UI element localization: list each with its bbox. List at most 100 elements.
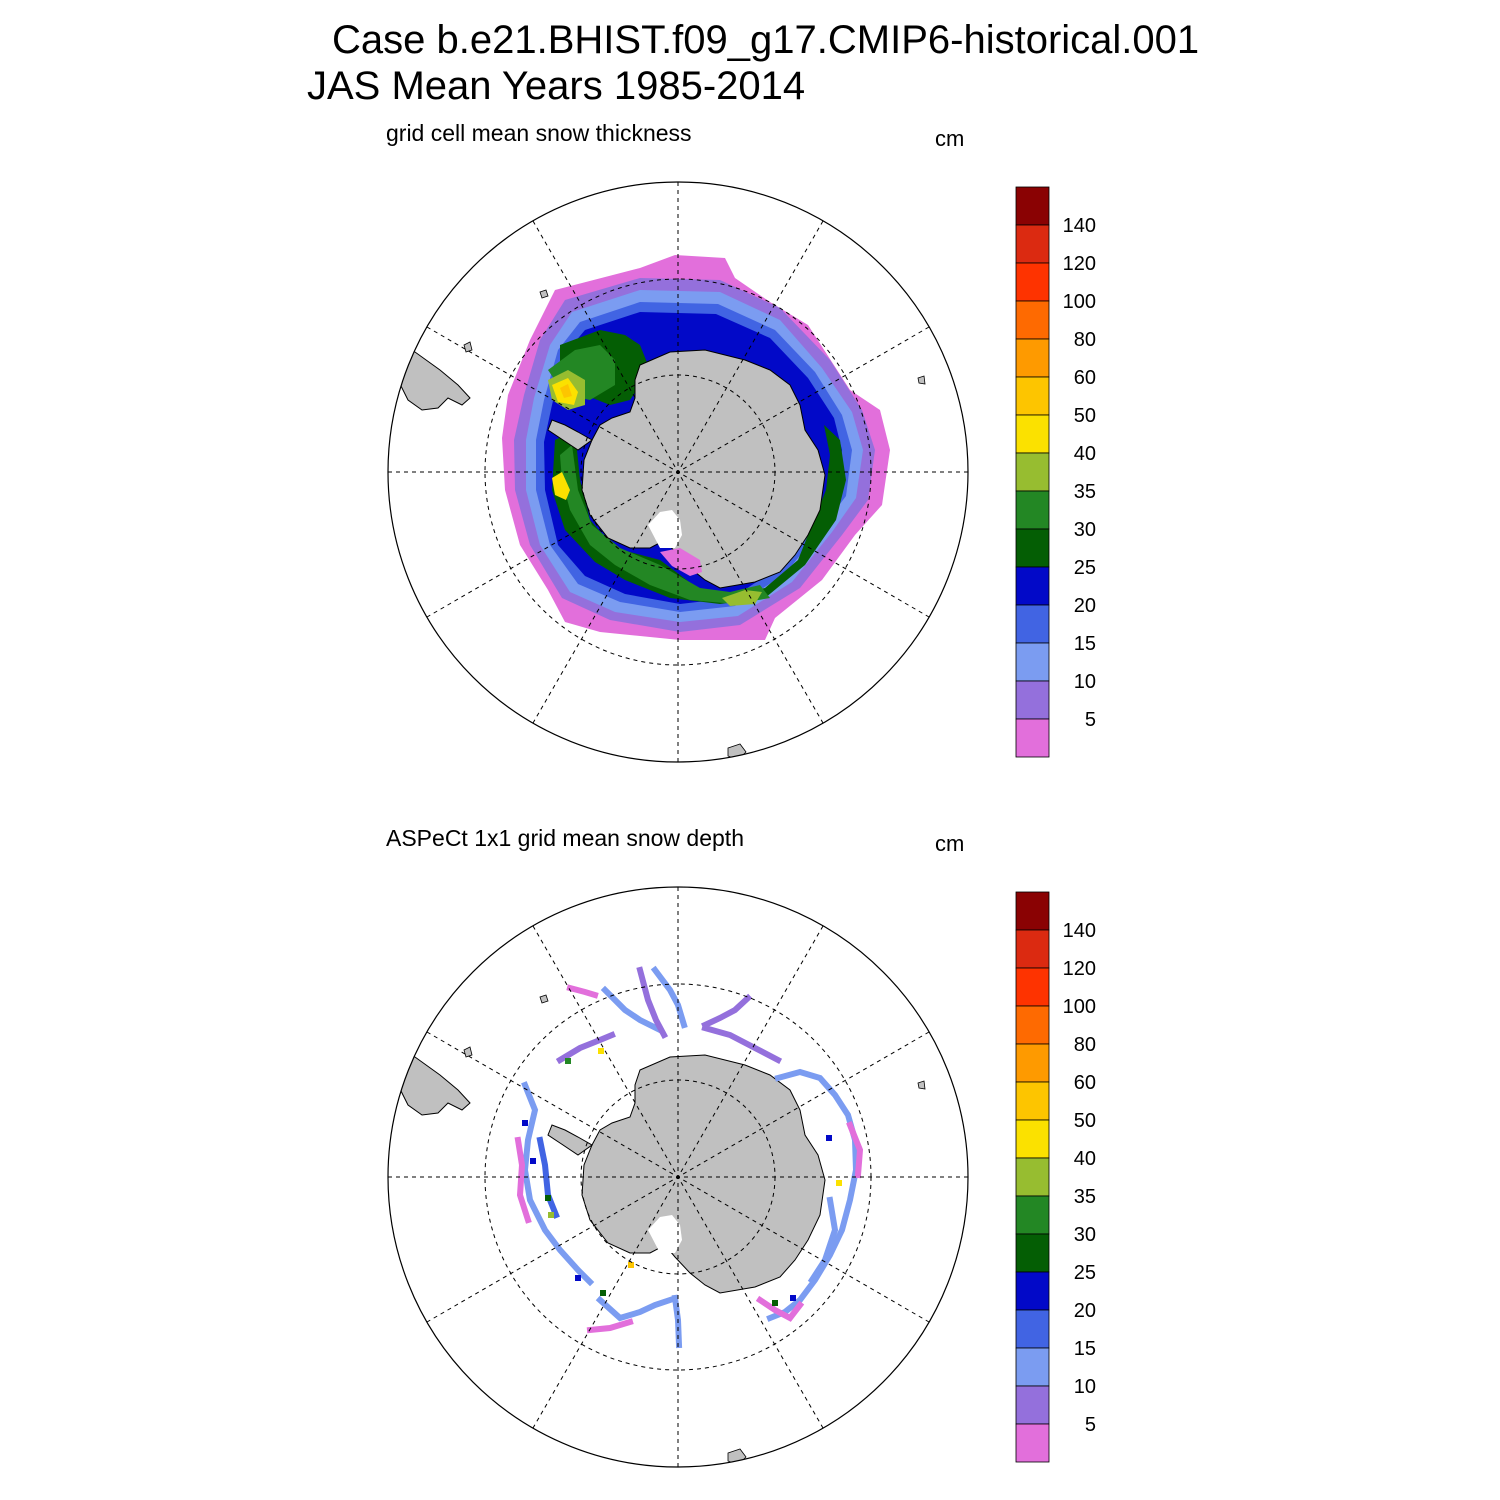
obs-marker bbox=[545, 1195, 551, 1201]
colorbar-segment bbox=[1015, 967, 1050, 1007]
colorbar-tick-label: 15 bbox=[1074, 633, 1096, 655]
colorbar-tick-label: 35 bbox=[1074, 481, 1096, 503]
colorbar-segment bbox=[1015, 300, 1050, 340]
obs-marker bbox=[598, 1048, 604, 1054]
ship-track-1 bbox=[521, 1081, 595, 1287]
colorbar-tick-label: 60 bbox=[1074, 1072, 1096, 1094]
colorbar-tick-label: 100 bbox=[1063, 291, 1096, 313]
high-snow-markers bbox=[522, 1048, 842, 1306]
ship-track-7 bbox=[650, 965, 688, 1029]
colorbar-segment bbox=[1015, 376, 1050, 416]
map-panel-2 bbox=[388, 965, 926, 1466]
obs-marker bbox=[548, 1212, 554, 1218]
ship-track-15 bbox=[586, 1318, 634, 1334]
snow-band-40b bbox=[722, 590, 762, 606]
obs-marker bbox=[826, 1135, 832, 1141]
colorbar-segment bbox=[1015, 929, 1050, 969]
colorbar-segment bbox=[1015, 604, 1050, 644]
ross-ice-shelf-notch bbox=[660, 548, 702, 576]
ship-track-11 bbox=[846, 1121, 864, 1179]
obs-marker bbox=[522, 1120, 528, 1126]
colorbar-tick-label: 10 bbox=[1074, 1376, 1096, 1398]
colorbar-segment bbox=[1015, 1157, 1050, 1197]
colorbar-segment bbox=[1015, 1233, 1050, 1273]
panel2-subtitle: ASPeCt 1x1 grid mean snow depth bbox=[386, 825, 744, 851]
colorbar-segment bbox=[1015, 338, 1050, 378]
ship-track-14 bbox=[595, 1295, 674, 1322]
obs-marker bbox=[575, 1275, 581, 1281]
meridian-60e-120w bbox=[426, 1031, 930, 1323]
colorbar-tick-label: 80 bbox=[1074, 1034, 1096, 1056]
map-panel-2-border bbox=[387, 886, 969, 1468]
colorbar-tick-label: 140 bbox=[1063, 920, 1096, 942]
colorbar-tick-label: 5 bbox=[1085, 1414, 1096, 1436]
colorbar-tick-label: 60 bbox=[1074, 367, 1096, 389]
antarctic-peninsula bbox=[547, 419, 593, 451]
colorbar-segment bbox=[1015, 490, 1050, 530]
map-panel-2-grid bbox=[388, 887, 968, 1467]
colorbar-segment bbox=[1015, 414, 1050, 454]
panel1-units: cm bbox=[935, 126, 965, 151]
meridian-60e-120w bbox=[426, 326, 930, 618]
falkland-islands bbox=[463, 1046, 473, 1058]
colorbar-segment bbox=[1015, 1119, 1050, 1159]
colorbar-segment bbox=[1015, 680, 1050, 720]
colorbar-segment bbox=[1015, 224, 1050, 264]
colorbar-segment bbox=[1015, 1271, 1050, 1311]
panel2-units: cm bbox=[935, 831, 965, 856]
obs-marker bbox=[790, 1295, 796, 1301]
ship-track-10 bbox=[766, 1068, 860, 1322]
colorbar-tick-label: 40 bbox=[1074, 443, 1096, 465]
colorbar-segment bbox=[1015, 528, 1050, 568]
colorbar-tick-label: 80 bbox=[1074, 329, 1096, 351]
colorbar-tick-label: 10 bbox=[1074, 671, 1096, 693]
snow-band-50b bbox=[552, 472, 570, 500]
south-america bbox=[388, 1044, 471, 1116]
colorbar-tick-label: 50 bbox=[1074, 405, 1096, 427]
colorbar-segment bbox=[1015, 566, 1050, 606]
obs-marker bbox=[565, 1058, 571, 1064]
colorbar-segment bbox=[1015, 1081, 1050, 1121]
south-georgia bbox=[539, 994, 549, 1004]
antarctica-landmass bbox=[581, 1054, 826, 1294]
obs-marker bbox=[836, 1180, 842, 1186]
ship-track-12 bbox=[807, 1196, 839, 1285]
map-panel-1-border bbox=[387, 181, 969, 763]
obs-marker bbox=[628, 1262, 634, 1268]
map-panel-1 bbox=[388, 255, 926, 761]
colorbar-segment bbox=[1015, 1385, 1050, 1425]
colorbar-segment bbox=[1015, 1195, 1050, 1235]
panel1-subtitle: grid cell mean snow thickness bbox=[386, 120, 692, 146]
period-title: JAS Mean Years 1985-2014 bbox=[307, 64, 806, 108]
colorbar-tick-label: 25 bbox=[1074, 557, 1096, 579]
colorbar-tick-label: 40 bbox=[1074, 1148, 1096, 1170]
obs-marker bbox=[600, 1290, 606, 1296]
colorbar-tick-label: 30 bbox=[1074, 1224, 1096, 1246]
colorbar-tick-label: 120 bbox=[1063, 253, 1096, 275]
ship-track-17 bbox=[566, 984, 599, 999]
snow-band-35b bbox=[560, 445, 770, 604]
colorbar-segment bbox=[1015, 262, 1050, 302]
south-america bbox=[388, 339, 471, 411]
colorbar-segment bbox=[1015, 1043, 1050, 1083]
ship-track-2 bbox=[514, 1136, 532, 1224]
ship-track-6 bbox=[636, 966, 669, 1040]
colorbar-segment bbox=[1015, 1005, 1050, 1045]
colorbar-segment bbox=[1015, 642, 1050, 682]
colorbar-segment bbox=[1015, 718, 1050, 758]
falkland-islands bbox=[463, 341, 473, 353]
ship-track-3 bbox=[536, 1136, 560, 1219]
colorbar-segment bbox=[1015, 1347, 1050, 1387]
colorbar-tick-label: 120 bbox=[1063, 958, 1096, 980]
colorbar-tick-label: 140 bbox=[1063, 215, 1096, 237]
colorbar-panel-2: 5 10 15 20 25 30 35 40 50 60 80 100 120 140 bbox=[1015, 891, 1096, 1463]
colorbar-segment bbox=[1015, 1309, 1050, 1349]
ship-track-8 bbox=[701, 993, 753, 1029]
obs-marker bbox=[772, 1300, 778, 1306]
colorbar-segment bbox=[1015, 1423, 1050, 1463]
antarctic-peninsula bbox=[547, 1124, 593, 1156]
kerguelen-island bbox=[917, 1080, 926, 1090]
weddell-sea-gap bbox=[648, 1215, 682, 1253]
colorbar-tick-label: 5 bbox=[1085, 709, 1096, 731]
